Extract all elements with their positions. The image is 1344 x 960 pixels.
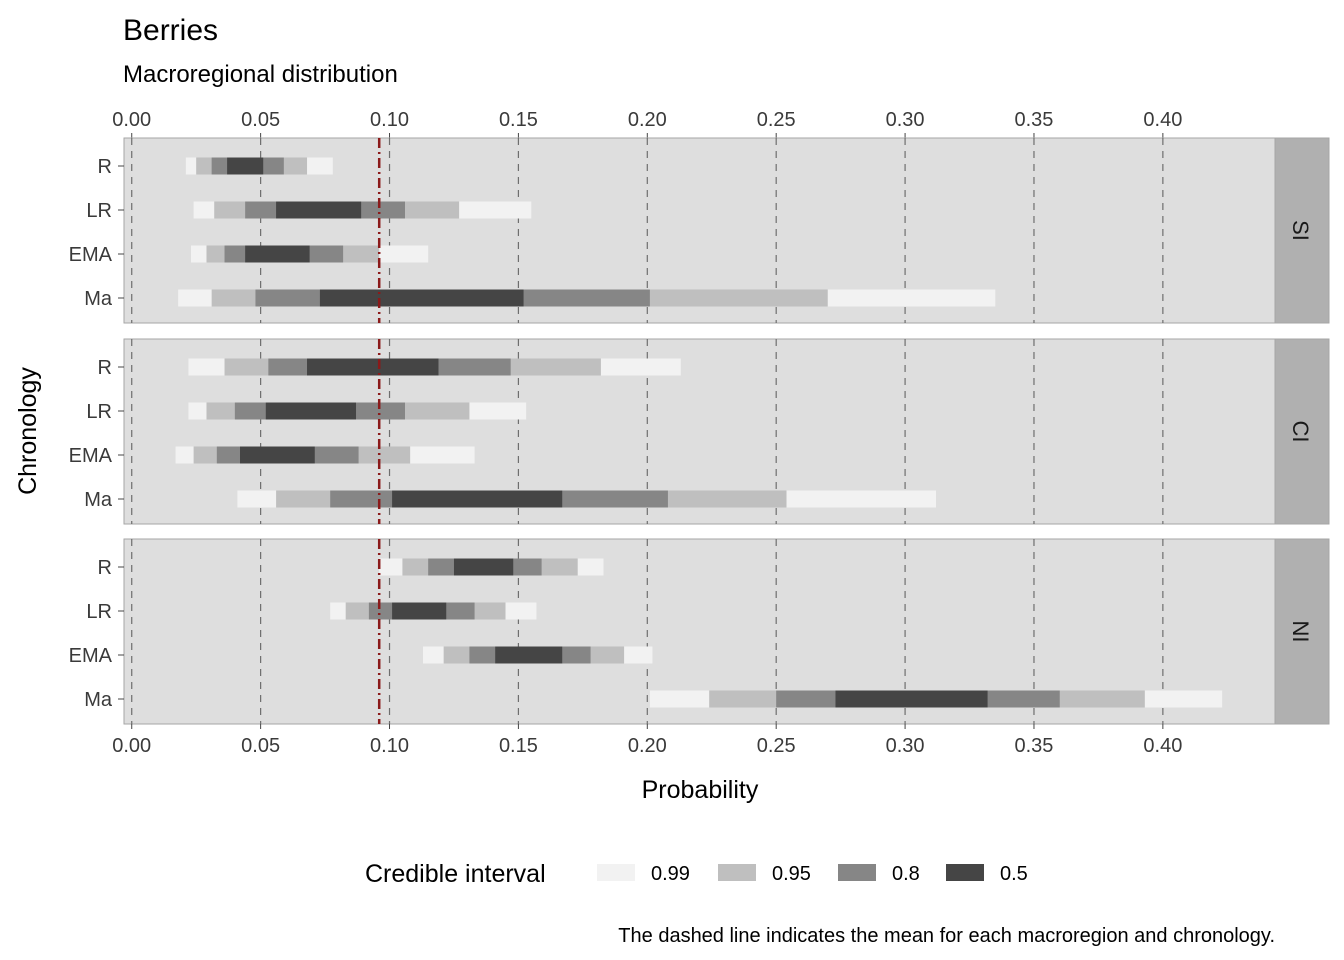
interval-row-r — [379, 558, 604, 576]
panel-strip-label: SI — [1288, 220, 1313, 241]
interval-row-ema — [191, 245, 429, 263]
top-x-axis: 0.00 0.05 0.10 0.15 0.20 0.25 0.30 0.35 0.40 — [112, 109, 1182, 138]
y-tick-label: Ma — [84, 489, 113, 511]
panel-strip-label: NI — [1288, 621, 1313, 643]
y-tick-label: LR — [86, 601, 112, 623]
interval-bar-0-5 — [319, 289, 524, 307]
panels: R LR EMA Ma SI R LR EMA Ma CI R LR EMA Ma NI — [69, 137, 1330, 725]
x-tick-label-bottom: 0.20 — [628, 735, 667, 757]
x-tick-label-bottom: 0.00 — [112, 735, 151, 757]
interval-bar-0-5 — [276, 201, 362, 219]
chart-title: Berries — [123, 14, 218, 47]
panel-si: R LR EMA Ma SI — [69, 137, 1330, 324]
interval-row-ema — [175, 446, 475, 464]
bottom-x-axis: 0.00 0.05 0.10 0.15 0.20 0.25 0.30 0.35 0.40 — [112, 724, 1182, 757]
x-tick-label-bottom: 0.30 — [886, 735, 925, 757]
interval-row-ma — [178, 289, 996, 307]
interval-bar-0-5 — [392, 602, 447, 620]
panel-ni: R LR EMA Ma NI — [69, 538, 1330, 725]
panel-strip — [1274, 538, 1330, 725]
panel-ci: R LR EMA Ma CI — [69, 338, 1330, 525]
interval-row-r — [188, 358, 681, 376]
x-tick-label-top: 0.05 — [241, 109, 280, 131]
legend-label: 0.95 — [772, 863, 811, 885]
interval-row-ma — [649, 690, 1223, 708]
x-tick-label-bottom: 0.35 — [1015, 735, 1054, 757]
y-tick-label: Ma — [84, 689, 113, 711]
x-tick-label-top: 0.25 — [757, 109, 796, 131]
legend-swatch-0-99 — [597, 864, 635, 881]
interval-bar-0-5 — [453, 558, 514, 576]
interval-bar-0-5 — [227, 157, 264, 175]
panel-strip-label: CI — [1288, 421, 1313, 443]
x-tick-label-bottom: 0.05 — [241, 735, 280, 757]
legend-swatch-0-5 — [946, 864, 984, 881]
x-tick-label-bottom: 0.10 — [370, 735, 409, 757]
interval-row-lr — [193, 201, 532, 219]
x-tick-label-bottom: 0.15 — [499, 735, 538, 757]
x-axis-label: Probability — [642, 776, 759, 804]
y-tick-label: EMA — [69, 244, 113, 266]
x-tick-label-top: 0.30 — [886, 109, 925, 131]
y-axis-label: Chronology — [14, 367, 42, 495]
interval-row-lr — [188, 402, 527, 420]
interval-row-ema — [423, 646, 653, 664]
legend-title: Credible interval — [365, 860, 546, 888]
interval-bar-0-5 — [265, 402, 357, 420]
x-tick-label-top: 0.20 — [628, 109, 667, 131]
chart-subtitle: Macroregional distribution — [123, 61, 398, 88]
legend-label: 0.99 — [651, 863, 690, 885]
y-tick-label: R — [98, 156, 112, 178]
y-tick-label: R — [98, 357, 112, 379]
legend-swatch-0-95 — [718, 864, 756, 881]
y-tick-label: Ma — [84, 288, 113, 310]
interval-bar-0-5 — [240, 446, 315, 464]
y-tick-label: EMA — [69, 445, 113, 467]
x-tick-label-top: 0.40 — [1143, 109, 1182, 131]
y-tick-label: EMA — [69, 645, 113, 667]
y-tick-label: LR — [86, 401, 112, 423]
legend: Credible interval 0.99 0.95 0.8 0.5 — [365, 860, 1028, 888]
interval-row-ma — [237, 490, 937, 508]
legend-swatch-0-8 — [838, 864, 876, 881]
x-tick-label-top: 0.10 — [370, 109, 409, 131]
x-tick-label-bottom: 0.25 — [757, 735, 796, 757]
x-tick-label-bottom: 0.40 — [1143, 735, 1182, 757]
x-tick-label-top: 0.00 — [112, 109, 151, 131]
interval-bar-0-5 — [245, 245, 310, 263]
interval-bar-0-5 — [307, 358, 439, 376]
chart-caption: The dashed line indicates the mean for e… — [618, 925, 1275, 947]
y-tick-label: LR — [86, 200, 112, 222]
x-tick-label-top: 0.15 — [499, 109, 538, 131]
interval-bar-0-5 — [495, 646, 563, 664]
legend-label: 0.8 — [892, 863, 920, 885]
panel-strip — [1274, 137, 1330, 324]
legend-label: 0.5 — [1000, 863, 1028, 885]
y-tick-label: R — [98, 557, 112, 579]
x-tick-label-top: 0.35 — [1015, 109, 1054, 131]
interval-bar-0-5 — [835, 690, 988, 708]
panel-strip — [1274, 338, 1330, 525]
interval-bar-0-5 — [392, 490, 563, 508]
interval-row-lr — [330, 602, 537, 620]
interval-row-r — [185, 157, 333, 175]
